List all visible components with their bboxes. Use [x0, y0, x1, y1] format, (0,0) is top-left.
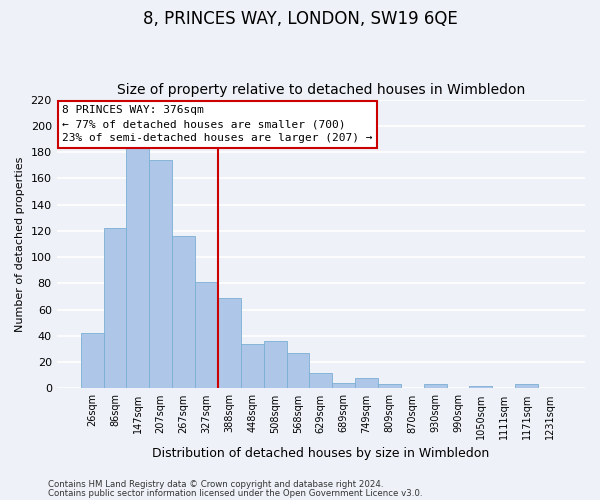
Bar [241, 344, 263, 389]
Bar [469, 386, 493, 388]
Bar [80, 334, 104, 388]
Bar [424, 384, 446, 388]
Text: Contains HM Land Registry data © Crown copyright and database right 2024.: Contains HM Land Registry data © Crown c… [48, 480, 383, 489]
Bar [287, 353, 310, 388]
Text: Contains public sector information licensed under the Open Government Licence v3: Contains public sector information licen… [48, 488, 422, 498]
Bar [172, 236, 195, 388]
Bar [127, 147, 149, 388]
Bar [195, 282, 218, 389]
X-axis label: Distribution of detached houses by size in Wimbledon: Distribution of detached houses by size … [152, 447, 490, 460]
Bar [104, 228, 127, 388]
Text: 8 PRINCES WAY: 376sqm
← 77% of detached houses are smaller (700)
23% of semi-det: 8 PRINCES WAY: 376sqm ← 77% of detached … [62, 106, 373, 144]
Bar [332, 383, 355, 388]
Bar [310, 372, 332, 388]
Bar [149, 160, 172, 388]
Text: 8, PRINCES WAY, LONDON, SW19 6QE: 8, PRINCES WAY, LONDON, SW19 6QE [143, 10, 457, 28]
Bar [378, 384, 401, 388]
Bar [263, 341, 287, 388]
Title: Size of property relative to detached houses in Wimbledon: Size of property relative to detached ho… [117, 83, 525, 97]
Bar [218, 298, 241, 388]
Bar [355, 378, 378, 388]
Bar [515, 384, 538, 388]
Y-axis label: Number of detached properties: Number of detached properties [15, 156, 25, 332]
